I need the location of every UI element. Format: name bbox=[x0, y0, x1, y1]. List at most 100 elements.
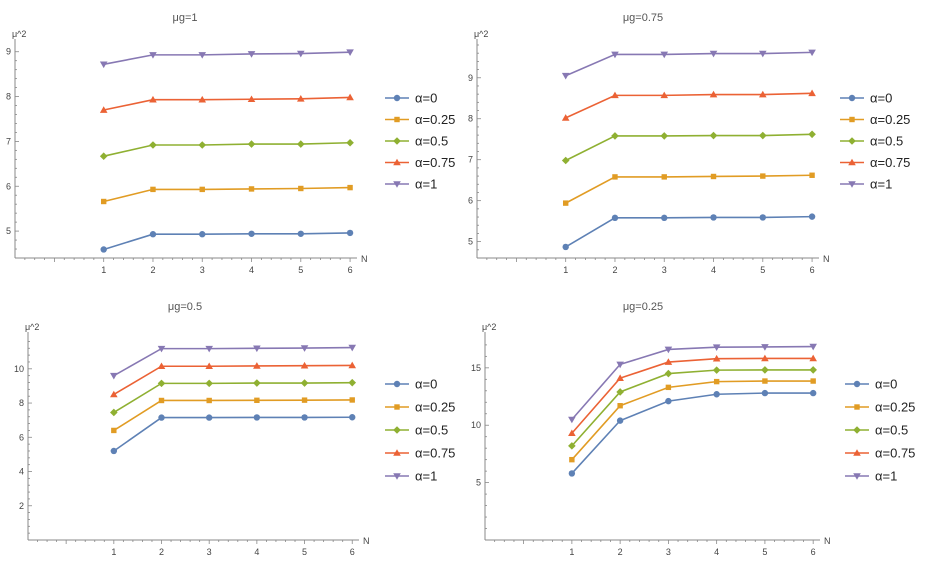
series-line bbox=[113, 416, 353, 452]
data-point bbox=[761, 344, 769, 351]
data-point bbox=[99, 152, 108, 161]
data-point bbox=[809, 389, 817, 397]
x-tick-label: 3 bbox=[207, 547, 212, 557]
x-tick-label: 1 bbox=[569, 547, 574, 557]
data-point bbox=[612, 174, 618, 180]
data-point bbox=[247, 95, 256, 103]
legend-marker bbox=[393, 380, 401, 388]
y-tick-label: 5 bbox=[468, 237, 473, 247]
data-point bbox=[809, 366, 817, 374]
data-point bbox=[253, 414, 261, 421]
data-point bbox=[110, 372, 118, 380]
legend-marker bbox=[394, 116, 400, 123]
legend-label: α=1 bbox=[415, 469, 437, 484]
y-axis-title: μ^2 bbox=[482, 322, 496, 332]
legend-marker bbox=[853, 449, 861, 456]
x-tick-label: 4 bbox=[711, 265, 716, 275]
data-point bbox=[198, 52, 207, 59]
data-point bbox=[758, 90, 767, 98]
data-point bbox=[349, 397, 355, 403]
data-point bbox=[205, 414, 213, 421]
series-line bbox=[565, 92, 813, 119]
legend-label: α=0.75 bbox=[415, 155, 455, 170]
data-point bbox=[157, 345, 166, 353]
series-line bbox=[113, 381, 353, 414]
x-tick-label: 5 bbox=[302, 547, 307, 557]
data-point bbox=[660, 51, 669, 59]
legend-marker bbox=[393, 426, 401, 434]
legend-label: α=0.25 bbox=[415, 112, 455, 127]
series-line bbox=[565, 174, 813, 204]
data-point bbox=[206, 397, 212, 404]
chart-panel-3: μg=0.5 μ^2 N 1 2 3 4 5 6 2 4 6 8 10 α=0 α=0.25 α=0.5 α=0.… bbox=[14, 301, 455, 557]
data-point bbox=[611, 214, 619, 222]
x-tick-label: 4 bbox=[714, 547, 719, 557]
data-point bbox=[761, 389, 769, 397]
x-tick-label: 2 bbox=[150, 265, 155, 275]
legend-label: α=1 bbox=[870, 177, 892, 192]
y-axis-title: μ^2 bbox=[12, 29, 26, 39]
legend-marker bbox=[393, 473, 401, 480]
data-point bbox=[149, 95, 157, 103]
data-point bbox=[248, 186, 255, 192]
y-tick-label: 8 bbox=[19, 398, 24, 408]
data-point bbox=[611, 132, 619, 140]
data-point bbox=[100, 198, 107, 205]
legend-label: α=0 bbox=[870, 91, 892, 106]
data-point bbox=[808, 130, 816, 139]
x-tick-label: 5 bbox=[762, 547, 767, 557]
data-point bbox=[664, 346, 673, 354]
x-tick-label: 3 bbox=[662, 265, 667, 275]
series-line bbox=[571, 369, 814, 447]
data-point bbox=[149, 231, 157, 238]
data-point bbox=[660, 132, 669, 140]
y-axis-title: μ^2 bbox=[474, 29, 488, 39]
data-point bbox=[205, 345, 213, 353]
data-point bbox=[762, 378, 768, 384]
data-point bbox=[296, 50, 305, 58]
series-line bbox=[113, 399, 353, 432]
data-point bbox=[562, 200, 569, 206]
x-tick-label: 1 bbox=[111, 547, 116, 557]
data-point bbox=[809, 354, 817, 362]
chart-title: μg=0.25 bbox=[623, 301, 663, 313]
y-tick-label: 7 bbox=[6, 136, 11, 146]
x-axis-title: N bbox=[823, 254, 830, 264]
legend-label: α=0.75 bbox=[875, 446, 915, 461]
x-tick-label: 6 bbox=[811, 547, 816, 557]
data-point bbox=[710, 214, 717, 221]
legend-label: α=0.75 bbox=[415, 446, 455, 461]
data-point bbox=[568, 429, 576, 437]
data-point bbox=[298, 185, 304, 192]
data-point bbox=[661, 214, 668, 222]
y-tick-label: 10 bbox=[471, 420, 481, 430]
x-tick-label: 1 bbox=[101, 265, 106, 275]
y-tick-label: 5 bbox=[6, 226, 11, 236]
data-point bbox=[158, 414, 165, 421]
chart-title: μg=0.75 bbox=[623, 12, 663, 24]
legend-marker bbox=[393, 449, 401, 456]
data-point bbox=[568, 416, 576, 424]
data-point bbox=[158, 397, 165, 404]
x-tick-label: 3 bbox=[200, 265, 205, 275]
chart-panel-4: μg=0.25 μ^2 N 1 2 3 4 5 6 5 10 15 α=0 α=0.25 α=0.5 α=0.… bbox=[471, 301, 915, 557]
data-point bbox=[712, 354, 721, 362]
x-tick-label: 5 bbox=[760, 265, 765, 275]
data-point bbox=[810, 378, 816, 384]
legend-label: α=0 bbox=[415, 377, 437, 392]
data-point bbox=[347, 184, 353, 191]
y-tick-label: 15 bbox=[471, 363, 481, 373]
data-point bbox=[150, 186, 156, 193]
data-point bbox=[157, 362, 166, 370]
series-line bbox=[571, 392, 814, 474]
legend-label: α=0.25 bbox=[415, 400, 455, 415]
data-point bbox=[709, 131, 718, 140]
y-tick-label: 7 bbox=[468, 155, 473, 165]
data-point bbox=[808, 213, 816, 220]
x-tick-label: 4 bbox=[254, 547, 259, 557]
series-line bbox=[103, 186, 351, 203]
data-point bbox=[611, 51, 619, 59]
data-point bbox=[759, 214, 766, 221]
series-line bbox=[103, 141, 351, 157]
